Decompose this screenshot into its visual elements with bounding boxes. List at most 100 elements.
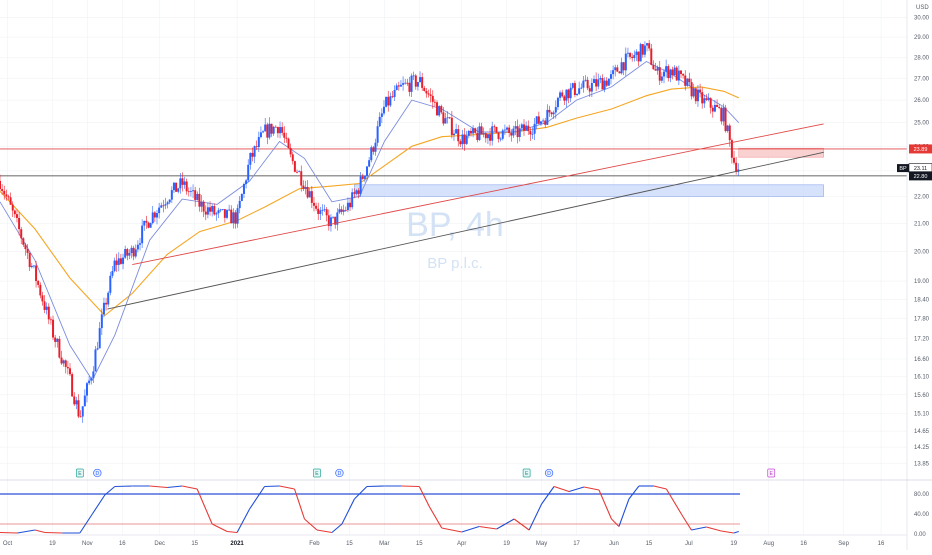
candle-body xyxy=(542,120,545,122)
candle-body xyxy=(47,306,50,320)
candle-body xyxy=(158,207,161,214)
candle-body xyxy=(217,210,220,214)
candle-body xyxy=(646,43,649,46)
oscillator-segment xyxy=(331,523,343,533)
candle-body xyxy=(599,78,602,80)
oscillator-segment xyxy=(568,486,585,493)
candle-body xyxy=(370,147,373,161)
candle-body xyxy=(13,210,16,215)
candle-body xyxy=(209,207,212,212)
oscillator-tick-label: 40.00 xyxy=(914,512,930,518)
candle-body xyxy=(92,371,95,379)
oscillator-segment xyxy=(196,488,213,525)
svg-text:23.11: 23.11 xyxy=(914,166,927,172)
candle-body xyxy=(11,204,14,211)
candle-body xyxy=(58,338,61,358)
candle-body xyxy=(230,209,233,224)
candle-body xyxy=(268,123,271,138)
candle-body xyxy=(385,96,388,107)
candle-body xyxy=(109,275,112,293)
trendline-layer[interactable] xyxy=(107,123,824,310)
candle-body xyxy=(111,271,114,276)
time-axis[interactable]: Oct 19 Nov 16 Dec 15 2021 Feb 15 Mar 15 Apr 19 May 17 J… xyxy=(3,541,885,547)
candle-body xyxy=(679,70,682,75)
candle-body xyxy=(667,66,670,79)
candle-body xyxy=(170,190,173,200)
candle-body xyxy=(234,212,237,224)
candle-body xyxy=(194,190,197,200)
candle-body xyxy=(686,78,689,86)
candle-body xyxy=(298,171,301,173)
candle-body xyxy=(461,134,464,145)
candle-body xyxy=(677,70,680,81)
candle-body xyxy=(287,138,290,148)
candle-body xyxy=(28,252,31,268)
candle-body xyxy=(302,185,305,189)
watermark-company-name: BP p.l.c. xyxy=(427,255,483,272)
price-tick-label: 18.40 xyxy=(914,298,930,304)
candle-body xyxy=(71,374,74,397)
resistance-trendline xyxy=(132,123,824,266)
candle-body xyxy=(382,106,385,114)
candle-body xyxy=(618,71,621,74)
candle-body xyxy=(32,265,35,267)
currency-label: USD xyxy=(916,5,929,11)
candle-body xyxy=(26,249,29,253)
oscillator-segment xyxy=(733,530,739,534)
candle-body xyxy=(196,193,199,200)
candle-body xyxy=(249,152,252,165)
candle-body xyxy=(45,306,48,310)
oscillator-segment xyxy=(167,485,183,489)
candle-body xyxy=(522,124,525,131)
candle-body xyxy=(442,112,445,124)
price-tick-label: 21.00 xyxy=(914,221,930,227)
candle-body xyxy=(306,186,309,198)
time-tick-label: 2021 xyxy=(230,541,244,547)
candle-body xyxy=(281,127,284,133)
candle-body xyxy=(126,249,129,256)
candle-body xyxy=(291,154,294,162)
candle-body xyxy=(457,129,460,142)
candle-body xyxy=(344,209,347,211)
moving-average-fast xyxy=(0,60,740,382)
candle-body xyxy=(90,378,93,381)
candle-body xyxy=(202,201,205,212)
event-marker-label: D xyxy=(96,471,100,477)
time-tick-label: Feb xyxy=(309,541,320,547)
candle-body xyxy=(122,257,125,264)
candle-body xyxy=(539,121,542,124)
candle-body xyxy=(228,209,231,211)
earnings-icon xyxy=(522,468,531,478)
candle-body xyxy=(175,182,178,192)
candle-body xyxy=(533,123,536,134)
candle-body xyxy=(463,134,466,144)
candle-body xyxy=(7,196,10,198)
event-marker-upcoming: E xyxy=(767,468,776,478)
oscillator-segment xyxy=(316,529,333,534)
oscillator-segment xyxy=(227,530,238,534)
candle-body xyxy=(436,102,439,116)
oscillator-segment xyxy=(366,485,385,488)
candle-body xyxy=(682,74,685,76)
candle-body xyxy=(266,124,269,138)
time-tick-label: Nov xyxy=(82,541,93,547)
event-marker-earnings: E xyxy=(313,468,321,478)
oscillator-segment xyxy=(44,531,63,534)
oscillator-segment xyxy=(182,485,198,490)
candle-body xyxy=(639,44,642,62)
candle-body xyxy=(315,205,318,209)
candle-body xyxy=(425,90,428,94)
price-tick-label: 22.00 xyxy=(914,194,930,200)
candle-body xyxy=(412,75,415,77)
price-tick-label: 16.60 xyxy=(914,357,930,363)
candle-body xyxy=(410,75,413,92)
candle-body xyxy=(491,126,494,141)
candle-body xyxy=(240,193,243,201)
oscillator-segment xyxy=(553,485,570,493)
oscillator-segment xyxy=(211,523,228,532)
time-tick-label: Oct xyxy=(3,541,13,547)
price-tick-label: 17.20 xyxy=(914,337,930,343)
candle-body xyxy=(544,120,547,125)
svg-text:22.80: 22.80 xyxy=(914,174,928,180)
